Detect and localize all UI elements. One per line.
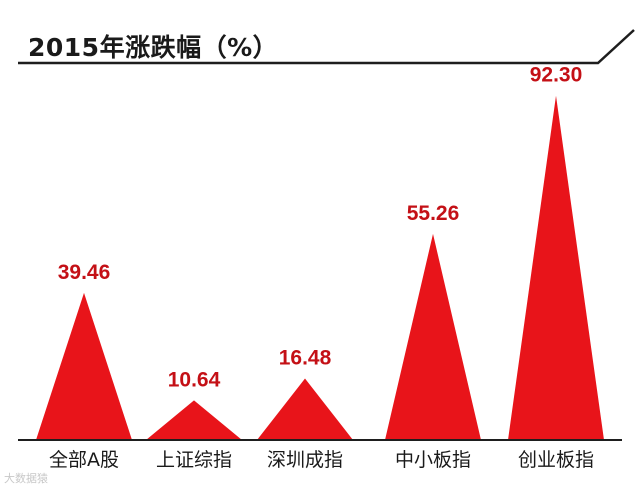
value-label-3: 16.48 — [279, 347, 332, 370]
category-label-4: 中小板指 — [395, 449, 471, 471]
category-label-1: 全部A股 — [49, 449, 119, 471]
category-label-3: 深圳成指 — [267, 449, 343, 471]
value-label-5: 92.30 — [530, 64, 583, 87]
bar-3 — [257, 378, 353, 440]
bar-1 — [36, 292, 132, 440]
value-label-4: 55.26 — [407, 202, 460, 225]
category-label-5: 创业板指 — [518, 449, 594, 471]
bar-4 — [385, 233, 481, 440]
labels-layer: 39.46 全部A股 10.64 上证综指 16.48 深圳成指 55.26 中小板指 92.3… — [49, 64, 594, 471]
value-label-2: 10.64 — [168, 368, 221, 391]
watermark-text: 大数据猿 — [4, 472, 48, 485]
bar-5 — [508, 95, 604, 440]
chart-title: 2015年涨跌幅（%） — [28, 33, 279, 62]
title-underline — [18, 29, 635, 65]
bar-2 — [146, 400, 242, 440]
value-label-1: 39.46 — [58, 261, 111, 284]
category-label-2: 上证综指 — [156, 449, 232, 471]
bars-layer — [36, 95, 604, 440]
